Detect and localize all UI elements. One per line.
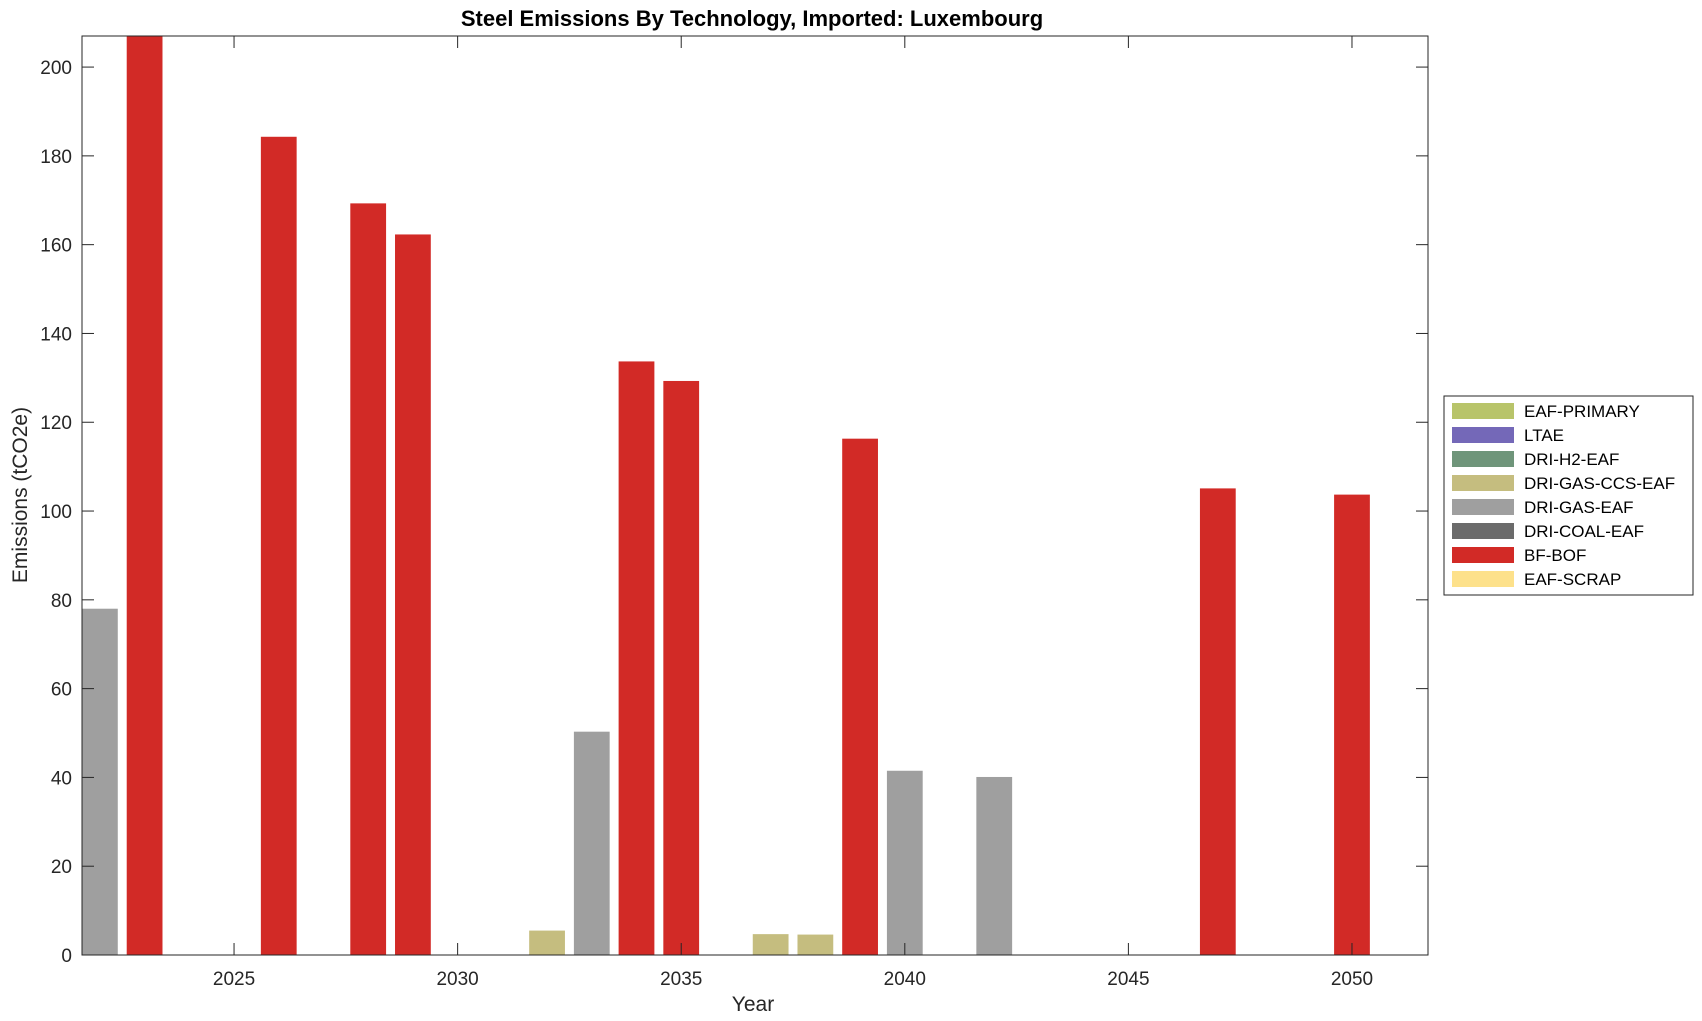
x-axis: 2025 2030 2035 2040 2045 2050 — [213, 36, 1373, 990]
x-tick-label: 2030 — [436, 969, 478, 990]
bar-dri-gas-ccs-eaf-2032 — [529, 930, 565, 955]
legend-label-dri-h2-eaf: DRI-H2-EAF — [1524, 450, 1619, 469]
bar-bf-bof-2050 — [1334, 494, 1370, 955]
y-tick-label: 180 — [40, 147, 72, 168]
plot-frame — [81, 35, 1429, 956]
legend-label-ltae: LTAE — [1524, 426, 1564, 445]
bar-bf-bof-2026 — [260, 136, 297, 955]
y-tick-label: 40 — [51, 768, 72, 789]
legend-label-dri-coal-eaf: DRI-COAL-EAF — [1524, 522, 1644, 541]
bar-bf-bof-2034 — [618, 361, 655, 955]
bar-bf-bof-2028 — [350, 203, 387, 956]
bar-dri-gas-eaf-2042 — [976, 776, 1013, 955]
bar-dri-gas-ccs-eaf-2037 — [752, 934, 789, 955]
y-tick-label: 160 — [40, 236, 72, 257]
legend-items: EAF-PRIMARY LTAE DRI-H2-EAF DRI-GAS-CCS-EAF… — [1452, 402, 1675, 589]
bar-bf-bof-2023 — [126, 36, 163, 955]
y-tick-label: 0 — [61, 946, 72, 967]
y-tick-label: 60 — [51, 680, 72, 701]
bar-dri-gas-eaf-2033 — [573, 731, 610, 955]
bar-bf-bof-2035 — [663, 380, 700, 955]
chart-title: Steel Emissions By Technology, Imported:… — [461, 6, 1043, 31]
legend-swatch-ltae — [1452, 427, 1514, 443]
y-tick-label: 100 — [40, 502, 72, 523]
x-tick-label: 2025 — [213, 969, 255, 990]
y-tick-label: 20 — [51, 857, 72, 878]
legend-box — [1443, 395, 1694, 596]
legend: EAF-PRIMARY LTAE DRI-H2-EAF DRI-GAS-CCS-EAF… — [1443, 395, 1694, 596]
bar-dri-gas-ccs-eaf-2038 — [797, 934, 834, 955]
legend-swatch-dri-h2-eaf — [1452, 451, 1514, 467]
legend-swatch-dri-gas-ccs-eaf — [1452, 475, 1514, 491]
legend-label-bf-bof: BF-BOF — [1524, 546, 1586, 565]
y-tick-label: 120 — [40, 413, 72, 434]
bar-bf-bof-2047 — [1199, 488, 1236, 955]
y-axis-label: Emissions (tCO2e) — [9, 407, 32, 583]
x-tick-label: 2040 — [884, 969, 926, 990]
bar-dri-gas-eaf-2040 — [886, 770, 923, 955]
legend-swatch-dri-gas-eaf — [1452, 499, 1514, 515]
legend-label-eaf-primary: EAF-PRIMARY — [1524, 402, 1640, 421]
x-tick-label: 2045 — [1107, 969, 1149, 990]
y-axis: 0 20 40 60 80 100 120 140 160 180 200 — [40, 58, 1428, 967]
legend-swatch-dri-coal-eaf — [1452, 523, 1514, 539]
legend-label-eaf-scrap: EAF-SCRAP — [1524, 570, 1621, 589]
x-axis-label: Year — [732, 993, 774, 1016]
bars-group — [82, 36, 1370, 956]
legend-swatch-eaf-scrap — [1452, 571, 1514, 587]
legend-label-dri-gas-ccs-eaf: DRI-GAS-CCS-EAF — [1524, 474, 1675, 493]
legend-swatch-bf-bof — [1452, 547, 1514, 563]
bar-bf-bof-2029 — [395, 234, 431, 955]
y-tick-label: 80 — [51, 591, 72, 612]
y-tick-label: 200 — [40, 58, 72, 79]
bar-dri-gas-eaf-2022 — [82, 608, 118, 955]
legend-swatch-eaf-primary — [1452, 403, 1514, 419]
x-tick-label: 2035 — [660, 969, 702, 990]
legend-label-dri-gas-eaf: DRI-GAS-EAF — [1524, 498, 1634, 517]
x-tick-label: 2050 — [1331, 969, 1373, 990]
bar-bf-bof-2039 — [842, 438, 878, 955]
y-tick-label: 140 — [40, 324, 72, 345]
